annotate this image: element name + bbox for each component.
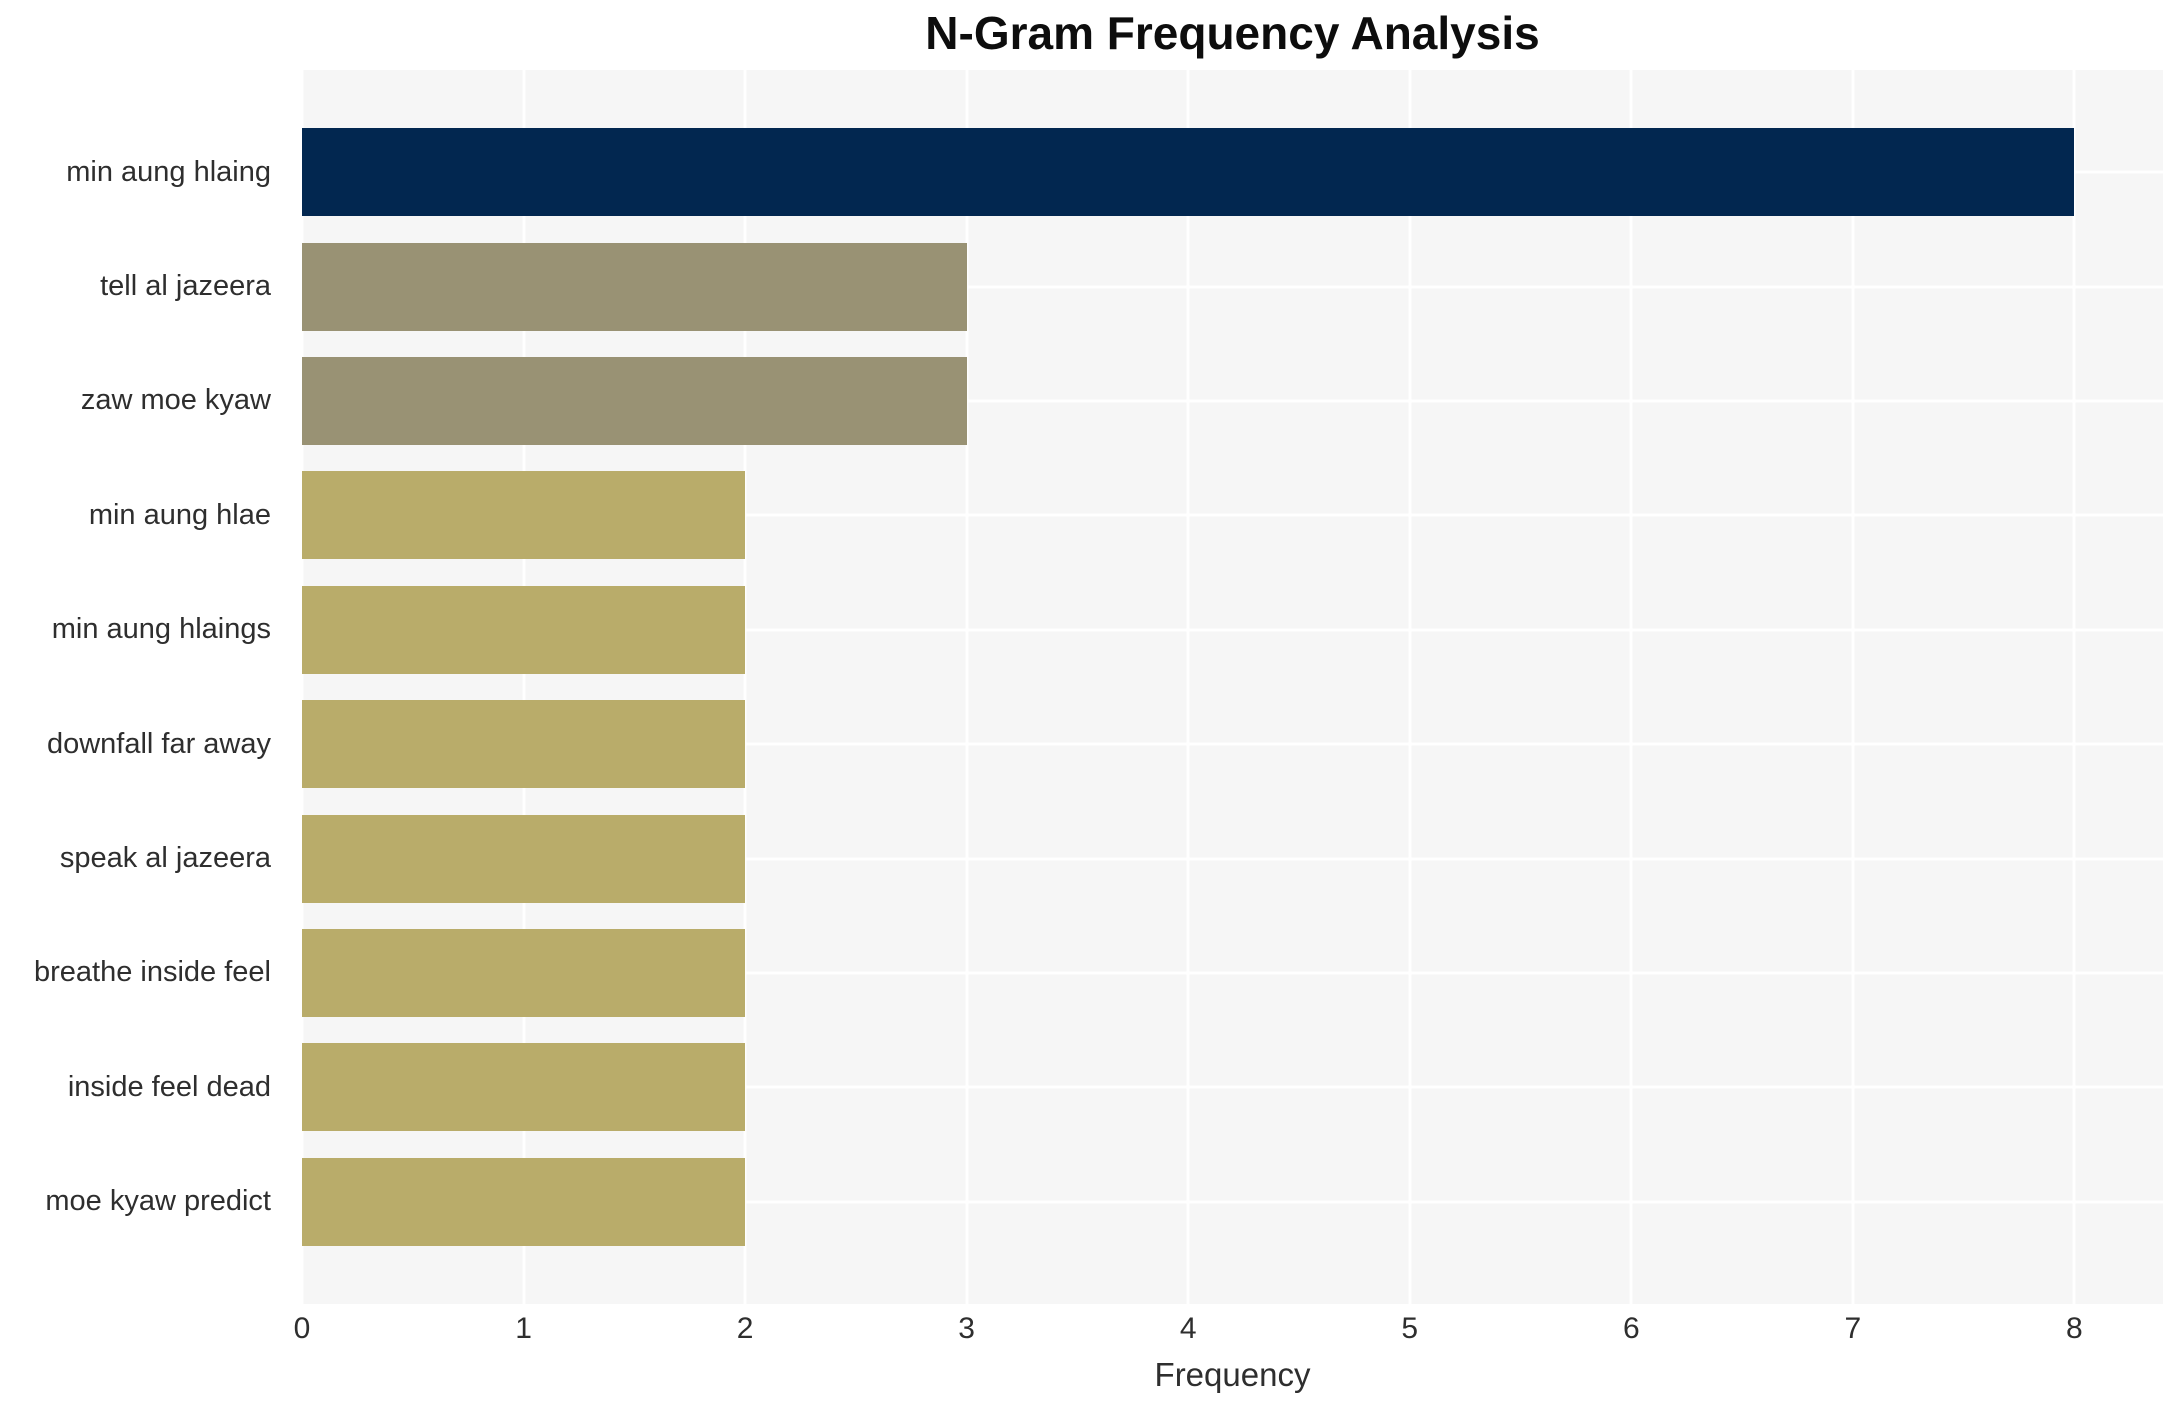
x-gridline — [1186, 70, 1190, 1304]
y-tick-label: speak al jazeera — [59, 842, 271, 875]
y-gridline — [302, 399, 2163, 403]
bar-row — [302, 573, 2163, 687]
x-axis: 0 1 2 3 4 5 6 7 8 — [294, 1312, 2163, 1352]
bar — [302, 471, 746, 560]
y-gridline — [302, 513, 2163, 517]
bar-rows — [302, 115, 2163, 1259]
x-tick-label: 3 — [958, 1312, 975, 1345]
x-gridline — [1629, 70, 1633, 1304]
bar — [302, 1157, 746, 1246]
bar-row — [302, 1030, 2163, 1144]
bar — [302, 928, 746, 1017]
y-tick-label: zaw moe kyaw — [80, 384, 271, 417]
x-tick-label: 6 — [1622, 1312, 1640, 1345]
x-tick-label: 8 — [2066, 1312, 2083, 1345]
y-tick-label: min aung hlaings — [51, 613, 271, 646]
x-gridline — [1408, 70, 1412, 1304]
x-gridline — [965, 70, 969, 1304]
x-gridline — [1851, 70, 1855, 1304]
bar-row — [302, 344, 2163, 458]
bar-row — [302, 115, 2163, 229]
y-axis: min aung hlaing tell al jazeera zaw moe ky… — [0, 115, 287, 1259]
plot-area — [302, 70, 2163, 1304]
bar — [302, 585, 746, 674]
y-tick-label: tell al jazeera — [100, 270, 271, 303]
x-tick-label: 5 — [1401, 1312, 1419, 1345]
x-gridline — [302, 70, 304, 1304]
x-gridline — [522, 70, 526, 1304]
y-tick-label: downfall far away — [46, 727, 271, 760]
x-tick-label: 1 — [515, 1312, 532, 1345]
x-tick-label: 2 — [736, 1312, 754, 1345]
x-tick-label: 0 — [293, 1312, 311, 1345]
y-gridline — [302, 742, 2163, 746]
bar-row — [302, 229, 2163, 343]
y-gridline — [302, 285, 2163, 289]
x-gridline — [2072, 70, 2076, 1304]
y-gridline — [302, 1085, 2163, 1089]
y-gridline — [302, 628, 2163, 632]
v-gridlines — [302, 70, 2163, 1304]
y-gridline — [302, 1200, 2163, 1204]
bar — [302, 700, 746, 789]
y-gridline — [302, 971, 2163, 975]
bar — [302, 128, 2075, 217]
bar-row — [302, 458, 2163, 572]
bar — [302, 242, 967, 331]
x-tick-label: 7 — [1844, 1312, 1862, 1345]
bar — [302, 814, 746, 903]
bar — [302, 356, 967, 445]
y-tick-label: min aung hlaing — [66, 155, 271, 188]
bar-row — [302, 1145, 2163, 1259]
bar-row — [302, 687, 2163, 801]
y-tick-label: inside feel dead — [67, 1070, 271, 1103]
y-gridline — [302, 857, 2163, 861]
y-tick-label: min aung hlae — [88, 498, 271, 531]
bar-row — [302, 916, 2163, 1030]
bar-row — [302, 801, 2163, 915]
x-axis-title: Frequency — [1154, 1356, 1311, 1393]
y-tick-label: breathe inside feel — [34, 956, 271, 989]
chart-title: N-Gram Frequency Analysis — [925, 7, 1540, 59]
bar — [302, 1043, 746, 1132]
x-tick-label: 4 — [1179, 1312, 1197, 1345]
y-tick-label: moe kyaw predict — [45, 1185, 271, 1218]
x-gridline — [743, 70, 747, 1304]
